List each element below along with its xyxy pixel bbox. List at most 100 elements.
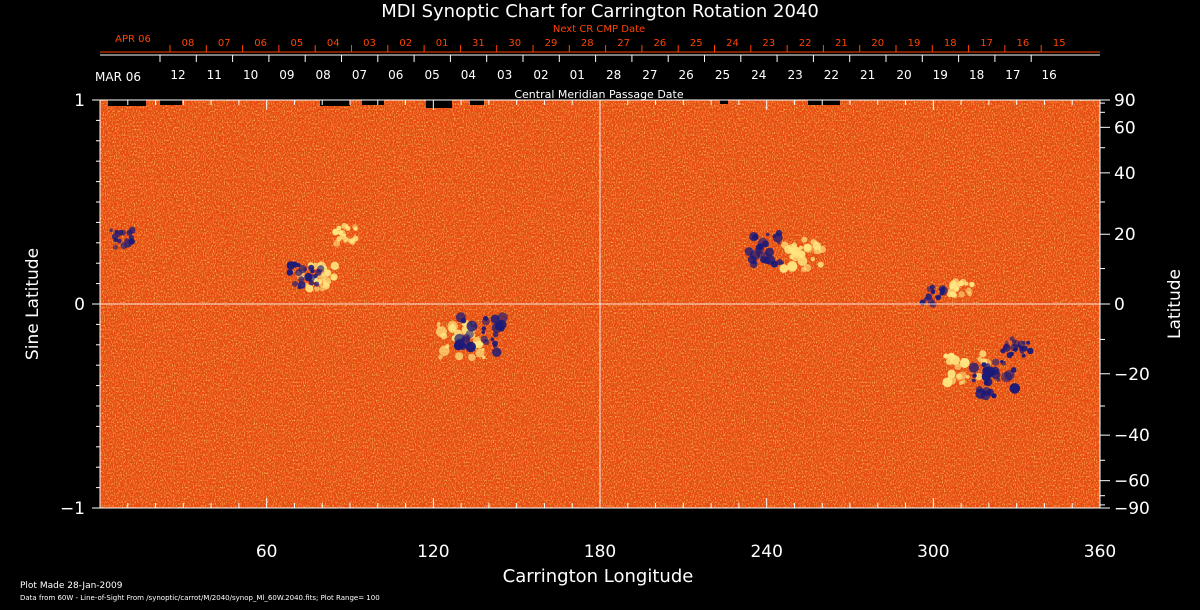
cmp-date: 07 <box>352 68 367 82</box>
y-left-tick-label: 1 <box>74 91 85 111</box>
region-spot-positive <box>964 281 969 286</box>
region-spot-positive <box>781 241 789 249</box>
region-spot-positive <box>473 336 482 345</box>
region-spot-negative <box>981 372 991 382</box>
plot-made-text: Plot Made 28-Jan-2009 <box>20 581 123 591</box>
x-axis-label: Carrington Longitude <box>503 566 694 587</box>
next-cr-date: 02 <box>399 38 412 49</box>
region-spot-negative <box>123 242 130 248</box>
cmp-date: 25 <box>715 68 730 82</box>
y-right-tick-label: 20 <box>1114 225 1136 245</box>
region-spot-negative <box>453 341 463 351</box>
next-cr-date: 08 <box>182 38 195 49</box>
cmp-date: 19 <box>933 68 948 82</box>
cmp-date: 11 <box>207 68 222 82</box>
region-spot-positive <box>950 290 957 298</box>
region-spot-positive <box>345 224 349 228</box>
cmp-date: 12 <box>170 68 185 82</box>
region-spot-negative <box>975 388 986 399</box>
region-spot-positive <box>339 229 346 236</box>
cmp-label: Central Meridian Passage Date <box>514 88 683 101</box>
x-tick-label: 300 <box>917 542 949 562</box>
region-spot-positive <box>333 239 341 247</box>
region-spot-negative <box>937 294 942 299</box>
next-cr-date: 19 <box>908 38 921 49</box>
region-spot-positive <box>977 356 983 362</box>
next-cr-date: 31 <box>472 38 485 49</box>
region-spot-negative <box>491 347 502 358</box>
chart-title: MDI Synoptic Chart for Carrington Rotati… <box>381 1 819 22</box>
cmp-date: 09 <box>279 68 294 82</box>
region-spot-negative <box>497 312 508 323</box>
region-spot-positive <box>343 239 347 243</box>
region-spot-negative <box>927 298 935 305</box>
region-spot-positive <box>965 375 970 379</box>
cmp-date: 08 <box>316 68 331 82</box>
region-spot-positive <box>942 377 953 388</box>
region-spot-negative <box>313 281 320 287</box>
region-spot-negative <box>942 291 947 296</box>
cmp-date: 04 <box>461 68 476 82</box>
region-spot-negative <box>1021 340 1026 345</box>
region-spot-positive <box>482 355 486 360</box>
region-spot-positive <box>436 324 441 328</box>
region-spot-negative <box>492 340 498 347</box>
next-cr-date: 04 <box>327 38 340 49</box>
y-right-tick-label: −40 <box>1114 426 1150 446</box>
next-cr-date: 25 <box>690 38 703 49</box>
region-spot-positive <box>948 281 956 289</box>
region-spot-positive <box>945 358 953 366</box>
region-spot-positive <box>958 371 967 380</box>
region-spot-positive <box>812 241 821 251</box>
region-spot-negative <box>1027 347 1034 355</box>
x-tick-label: 180 <box>584 542 616 562</box>
region-spot-negative <box>490 314 500 324</box>
cmp-date: 27 <box>642 68 657 82</box>
region-spot-negative <box>1009 383 1021 394</box>
region-spot-positive <box>475 348 485 358</box>
region-spot-negative <box>971 378 976 383</box>
cmp-date: 22 <box>824 68 839 82</box>
region-spot-positive <box>445 344 450 349</box>
region-spot-negative <box>308 264 315 271</box>
y-right-tick-label: 60 <box>1114 118 1136 138</box>
region-spot-negative <box>770 260 779 268</box>
region-spot-negative <box>482 315 489 321</box>
region-spot-negative <box>111 233 119 240</box>
region-spot-positive <box>350 239 355 243</box>
cmp-date: 01 <box>570 68 585 82</box>
next-cr-date: 26 <box>654 38 667 49</box>
region-spot-negative <box>480 335 488 343</box>
region-spot-negative <box>780 261 784 265</box>
region-spot-positive <box>435 326 447 338</box>
region-spot-negative <box>128 238 135 245</box>
cmp-date: 18 <box>969 68 984 82</box>
next-cr-label: Next CR CMP Date <box>553 24 645 35</box>
region-spot-negative <box>930 290 936 295</box>
region-spot-positive <box>797 256 808 266</box>
region-spot-negative <box>991 366 1000 375</box>
region-spot-negative <box>293 261 298 267</box>
next-cr-date: 16 <box>1017 38 1030 49</box>
cmp-date: 24 <box>751 68 766 82</box>
y-axis-right: 90 60 40 20 0 −20 −40 −60 −90 <box>1100 91 1150 519</box>
region-spot-negative <box>298 276 305 283</box>
region-spot-negative <box>490 337 495 342</box>
region-spot-positive <box>967 291 973 297</box>
next-cr-date: 06 <box>254 38 267 49</box>
x-tick-label: 360 <box>1084 542 1116 562</box>
x-tick-label: 240 <box>750 542 782 562</box>
next-cr-date: 03 <box>363 38 376 49</box>
region-spot-negative <box>124 238 130 244</box>
region-spot-negative <box>491 322 503 334</box>
region-spot-negative <box>292 280 298 287</box>
region-spot-positive <box>798 245 804 250</box>
region-spot-positive <box>810 256 815 262</box>
region-spot-negative <box>1001 360 1006 366</box>
y-right-tick-label: 90 <box>1114 91 1136 111</box>
region-spot-negative <box>760 256 768 264</box>
region-spot-negative <box>1023 346 1028 351</box>
region-spot-positive <box>814 240 818 244</box>
region-spot-positive <box>438 354 443 360</box>
